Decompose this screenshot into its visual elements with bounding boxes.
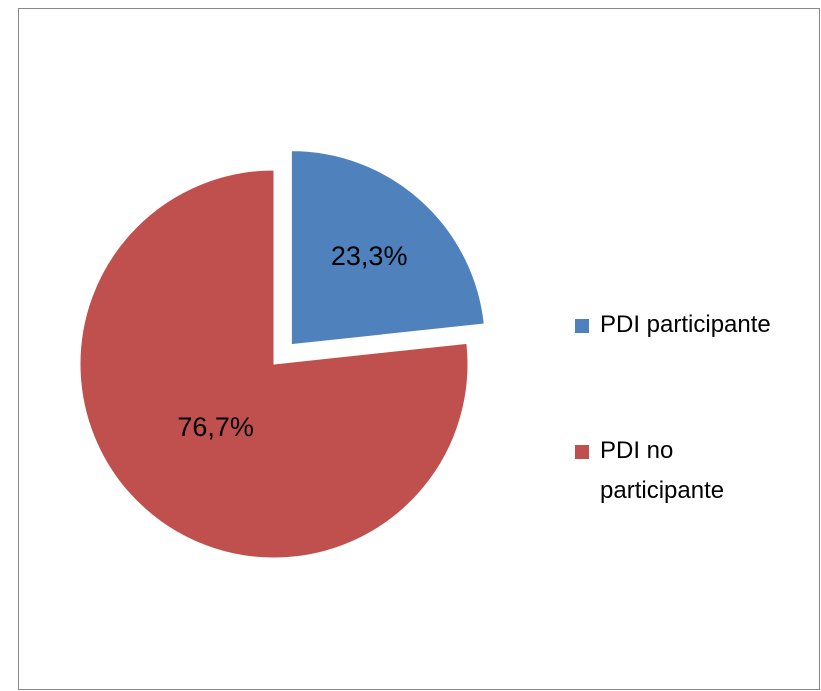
pie-slice [79,169,469,559]
pie-slice [290,150,485,346]
legend-item: PDI no participante [575,431,775,511]
data-label: 23,3% [331,241,408,271]
legend-label: PDI participante [600,311,771,338]
data-label: 76,7% [177,412,254,442]
legend-item: PDI participante [575,305,775,345]
legend-swatch [575,445,589,459]
legend-swatch [575,319,589,333]
legend-label: PDI no participante [600,437,725,504]
